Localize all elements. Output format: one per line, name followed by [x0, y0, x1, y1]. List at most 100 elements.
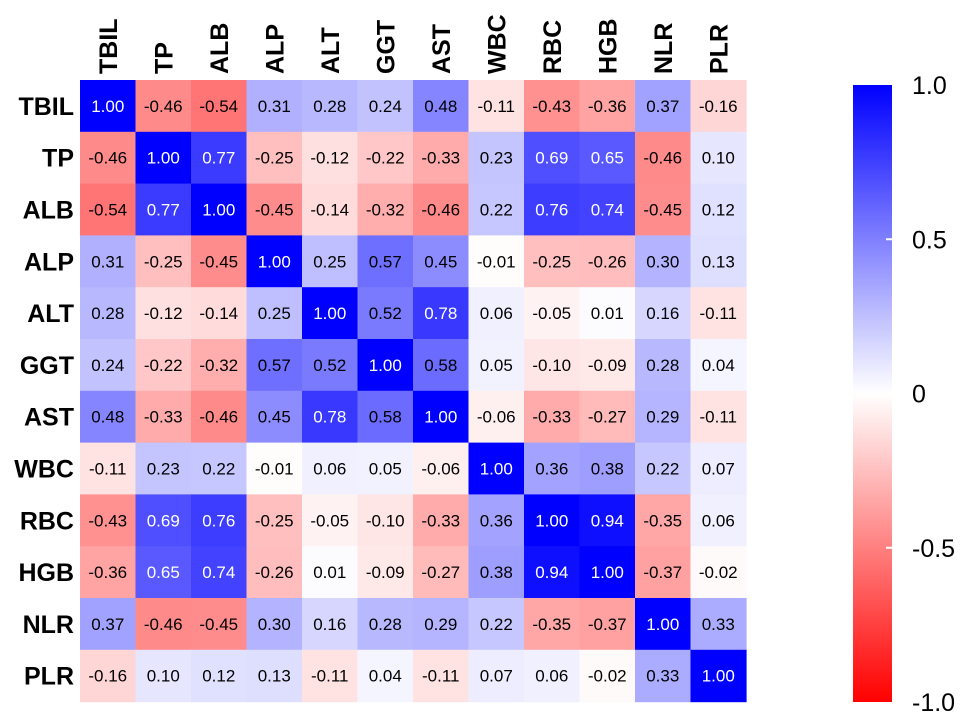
heatmap-cell	[80, 649, 137, 703]
heatmap-cell	[524, 598, 581, 651]
heatmap-cell	[135, 339, 192, 392]
heatmap-cell	[80, 339, 137, 392]
heatmap-cell	[357, 235, 414, 288]
heatmap-cell-value: -0.25	[144, 252, 183, 271]
heatmap-cell	[302, 390, 359, 444]
heatmap-cell	[413, 183, 470, 236]
heatmap-cell-value: -0.27	[588, 408, 627, 427]
heatmap-cell-value: 0.36	[535, 460, 568, 479]
row-label: WBC	[14, 456, 74, 484]
heatmap-cell-value: -0.36	[588, 97, 627, 116]
heatmap-cell-value: 0.45	[424, 252, 457, 271]
heatmap-cell-value: 1.00	[147, 149, 180, 168]
heatmap-cell	[579, 339, 636, 392]
heatmap-cell-value: -0.14	[310, 201, 349, 220]
column-label: ALB	[206, 23, 234, 74]
heatmap-cell-value: 0.06	[480, 304, 513, 323]
heatmap-cell	[357, 131, 414, 185]
heatmap-cell	[246, 131, 303, 185]
color-scale-bar	[853, 85, 892, 702]
heatmap-cell-value: -0.35	[643, 511, 682, 530]
heatmap-cell	[135, 183, 192, 236]
row-label: ALT	[27, 300, 74, 328]
heatmap-cell-value: 0.38	[591, 460, 624, 479]
heatmap-cell	[579, 235, 636, 288]
heatmap-cell	[80, 80, 137, 133]
heatmap-cell-value: 0.28	[313, 97, 346, 116]
heatmap-cell	[246, 494, 303, 547]
heatmap-cell-value: -0.09	[588, 356, 627, 375]
column-label: AST	[428, 24, 456, 74]
heatmap-cell-value: 0.38	[480, 563, 513, 582]
heatmap-cell-value: -0.05	[310, 511, 349, 530]
heatmap-cell-value: 0.78	[313, 408, 346, 427]
heatmap-cell	[468, 442, 525, 495]
heatmap-cell	[246, 183, 303, 236]
heatmap-cell-value: -0.25	[255, 511, 294, 530]
heatmap-cell-value: 0.31	[91, 252, 124, 271]
heatmap-cell	[191, 494, 248, 547]
heatmap-cell	[413, 287, 470, 340]
heatmap-cell-value: -0.06	[421, 460, 460, 479]
heatmap-cell	[468, 287, 525, 340]
heatmap-cell-value: -0.32	[199, 356, 238, 375]
column-label: RBC	[539, 20, 567, 74]
heatmap-cell-value: 0.07	[480, 667, 513, 686]
heatmap-cell	[413, 339, 470, 392]
heatmap-cell	[524, 649, 581, 703]
heatmap-cell-value: 0.48	[424, 97, 457, 116]
heatmap-cell-value: -0.11	[89, 460, 127, 479]
heatmap-cell	[191, 649, 248, 703]
heatmap-cell	[302, 442, 359, 495]
heatmap-cell-value: 0.25	[313, 252, 346, 271]
heatmap-cell-value: -0.01	[477, 252, 516, 271]
heatmap-cell	[80, 183, 137, 236]
heatmap-cell-value: 0.12	[202, 667, 235, 686]
heatmap-cell-values: 1.00 -0.46 -0.54 0.31 0.28 0.24 0.48 -0.11 -0.43…	[88, 97, 737, 686]
heatmap-cell	[357, 494, 414, 547]
heatmap-cell-value: 0.30	[258, 615, 291, 634]
heatmap-cell-value: 0.37	[91, 615, 124, 634]
heatmap-cell-value: 0.22	[646, 460, 679, 479]
heatmap-cell-value: -0.46	[643, 149, 682, 168]
heatmap-cell-value: 0.77	[202, 149, 235, 168]
heatmap-cell	[413, 598, 470, 651]
heatmap-cell-value: -0.12	[310, 149, 349, 168]
heatmap-cell	[246, 546, 303, 599]
heatmap-cell	[524, 339, 581, 392]
heatmap-cell	[635, 287, 692, 340]
heatmap-cell-value: 0.37	[646, 97, 679, 116]
heatmap-cell-value: 1.00	[591, 563, 624, 582]
heatmap-cell	[302, 598, 359, 651]
row-label: PLR	[24, 663, 74, 691]
heatmap-cell-value: -0.11	[700, 408, 738, 427]
column-label: TP	[150, 42, 178, 74]
heatmap-cell	[635, 442, 692, 495]
heatmap-cell-value: -0.06	[477, 408, 516, 427]
heatmap-cell-value: 0.13	[258, 667, 291, 686]
heatmap-cell	[191, 546, 248, 599]
heatmap-cell	[246, 649, 303, 703]
heatmap-cell-value: 0.74	[202, 563, 235, 582]
heatmap-cell-value: 0.04	[369, 667, 402, 686]
heatmap-cell-value: 0.33	[646, 667, 679, 686]
heatmap-cell	[246, 339, 303, 392]
heatmap-cell-value: -0.46	[199, 408, 238, 427]
heatmap-cell	[690, 80, 747, 133]
heatmap-cell-value: 0.58	[424, 356, 457, 375]
heatmap-cell	[468, 80, 525, 133]
heatmap-cell	[302, 649, 359, 703]
heatmap-cell-value: 0.69	[535, 149, 568, 168]
heatmap-cell-value: 0.28	[369, 615, 402, 634]
heatmap-cell	[524, 287, 581, 340]
heatmap-cell-value: 0.06	[702, 511, 735, 530]
column-label: HGB	[594, 18, 622, 74]
heatmap-cell	[413, 546, 470, 599]
heatmap-cell	[246, 442, 303, 495]
heatmap-cell-value: -0.46	[144, 615, 183, 634]
heatmap-cell	[524, 546, 581, 599]
row-label: ALB	[23, 197, 74, 225]
heatmap-cell-value: -0.32	[366, 201, 405, 220]
heatmap-cell-value: 0.22	[480, 615, 513, 634]
